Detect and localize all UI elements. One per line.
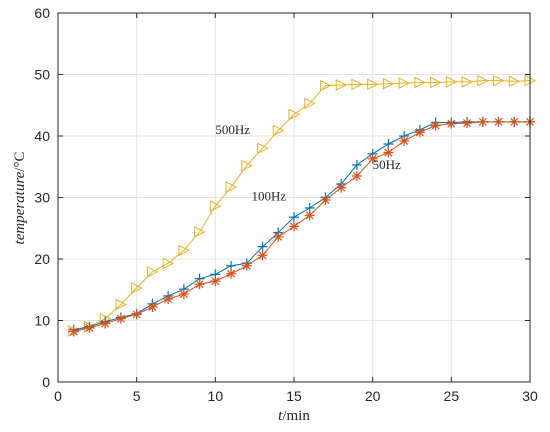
data-point <box>273 231 284 242</box>
y-tick-label: 60 <box>34 5 50 21</box>
data-point <box>115 298 128 311</box>
data-point <box>131 309 142 320</box>
data-point <box>100 318 111 329</box>
axes: 0 5 10 15 20 25 30 0 10 20 30 40 50 60 <box>34 5 538 404</box>
data-point <box>210 276 221 287</box>
y-tick-label: 30 <box>34 190 50 206</box>
data-point <box>414 76 426 89</box>
series-layer <box>68 74 537 337</box>
x-tick-label: 5 <box>133 388 141 404</box>
data-point <box>115 313 126 324</box>
data-point <box>304 210 315 221</box>
y-tick-label: 0 <box>42 374 50 390</box>
data-point <box>163 293 174 304</box>
y-tick-label: 50 <box>34 67 50 83</box>
x-axis-label: t/min <box>278 408 310 424</box>
data-point <box>351 170 362 181</box>
series-annotation: 100Hz <box>252 189 287 204</box>
x-tick-label: 15 <box>286 388 302 404</box>
y-tick-label: 10 <box>34 313 50 329</box>
series-annotation: 500Hz <box>215 122 250 137</box>
data-point <box>383 138 394 149</box>
data-point <box>462 118 473 129</box>
x-tick-label: 30 <box>522 388 538 404</box>
data-point <box>414 127 425 138</box>
data-point <box>493 74 505 87</box>
annotations: 500Hz 100Hz 50Hz <box>215 122 401 203</box>
series-50hz <box>68 116 535 337</box>
data-point <box>288 108 301 121</box>
data-point <box>289 221 299 232</box>
data-point <box>257 142 269 155</box>
data-point <box>461 76 474 88</box>
data-point <box>445 76 458 88</box>
x-tick-label: 10 <box>208 388 224 404</box>
series-line <box>73 80 531 332</box>
data-point <box>209 200 222 212</box>
data-point <box>399 135 410 146</box>
data-point <box>131 282 143 294</box>
data-point <box>508 75 521 88</box>
data-point <box>335 79 348 91</box>
data-point <box>509 116 520 127</box>
y-axis-label: temperature/°C <box>12 152 28 245</box>
data-point <box>446 118 457 129</box>
data-point <box>351 159 362 170</box>
x-tick-label: 0 <box>54 388 62 404</box>
data-point <box>383 147 394 158</box>
data-point <box>477 74 489 87</box>
data-point <box>430 120 441 131</box>
data-point <box>178 289 189 300</box>
series-annotation: 50Hz <box>373 157 401 172</box>
data-point <box>147 301 158 312</box>
x-tick-label: 20 <box>365 388 381 404</box>
data-point <box>493 116 504 127</box>
data-point <box>84 322 95 333</box>
data-point <box>430 76 442 89</box>
data-point <box>351 78 364 91</box>
y-tick-label: 20 <box>34 251 50 267</box>
data-point <box>178 244 190 257</box>
data-point <box>367 153 378 164</box>
data-point <box>319 79 332 92</box>
data-point <box>146 266 159 278</box>
data-point <box>367 78 379 91</box>
data-point <box>289 212 299 223</box>
data-point <box>382 77 395 90</box>
data-point <box>304 97 316 110</box>
data-point <box>477 116 488 127</box>
data-point <box>241 260 252 271</box>
data-point <box>68 326 79 337</box>
x-tick-label: 25 <box>444 388 460 404</box>
data-point <box>241 159 253 172</box>
y-tick-label: 40 <box>34 128 50 144</box>
data-point <box>320 194 331 205</box>
data-point <box>398 77 411 89</box>
data-point <box>226 268 237 279</box>
data-point <box>272 124 285 137</box>
data-point <box>257 241 268 252</box>
data-point <box>194 226 206 238</box>
data-point <box>336 182 347 193</box>
data-point <box>225 181 238 193</box>
data-point <box>162 257 175 270</box>
data-point <box>194 279 205 290</box>
data-point <box>257 250 268 261</box>
